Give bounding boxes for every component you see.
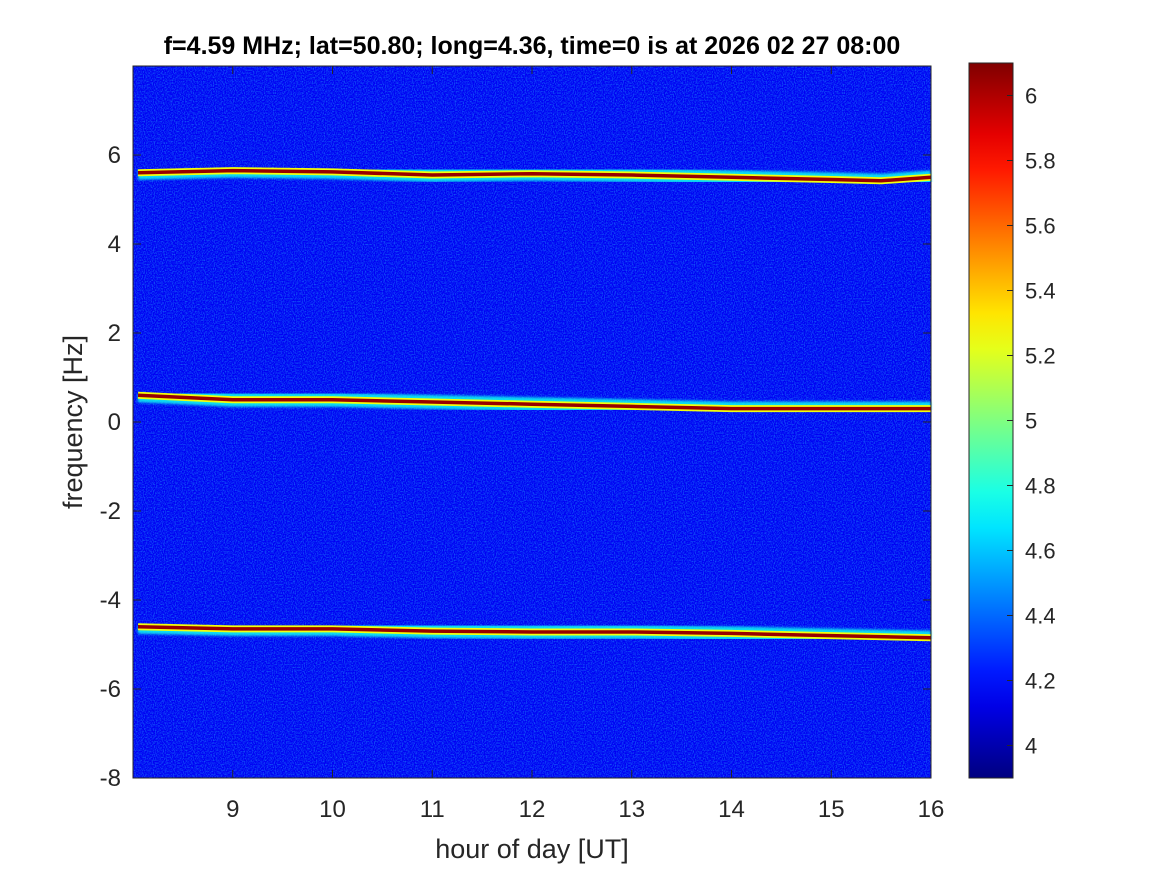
y-tick-label: 6 — [108, 142, 121, 169]
x-tick-label: 10 — [319, 796, 346, 823]
trace-2-core — [137, 393, 931, 411]
colorbar-tick-label: 5.2 — [1025, 344, 1056, 369]
x-tick-label: 16 — [918, 796, 945, 823]
y-tick-label: -8 — [100, 765, 121, 792]
colorbar: 4 4.2 4.4 4.6 4.8 5 5.2 5.4 5.6 5.8 6 — [968, 62, 1056, 779]
colorbar-gradient — [968, 62, 1014, 779]
colorbar-tick-label: 5.8 — [1025, 149, 1056, 174]
y-tick-label: -6 — [100, 676, 121, 703]
x-axis-label: hour of day [UT] — [435, 834, 629, 864]
traces-layer — [137, 163, 932, 645]
y-tick-label: -2 — [100, 498, 121, 525]
x-tick-label: 11 — [420, 796, 445, 823]
colorbar-tick-label: 6 — [1025, 84, 1037, 109]
trace-1-core — [137, 168, 932, 183]
axes-layer: 9 10 11 12 13 14 15 16 -8 -6 -4 -2 0 2 4 6 — [100, 65, 945, 823]
x-tick-label: 15 — [818, 796, 845, 823]
colorbar-tick-label: 5.4 — [1025, 279, 1056, 304]
colorbar-tick-label: 4.6 — [1025, 539, 1056, 564]
x-tick-label: 9 — [226, 796, 239, 823]
y-tick-label: -4 — [100, 587, 121, 614]
colorbar-tick-label: 5.6 — [1025, 214, 1056, 239]
x-tick-label: 13 — [618, 796, 645, 823]
colorbar-tick-label: 4.8 — [1025, 474, 1056, 499]
colorbar-tick-label: 4 — [1025, 734, 1037, 759]
x-tick-label: 12 — [519, 796, 546, 823]
y-axis-label: frequency [Hz] — [58, 335, 88, 509]
trace-3-core — [137, 624, 932, 640]
colorbar-tick-label: 5 — [1025, 409, 1037, 434]
chart-title: f=4.59 MHz; lat=50.80; long=4.36, time=0… — [164, 32, 901, 60]
y-tick-label: 0 — [108, 409, 121, 436]
x-tick-label: 14 — [718, 796, 745, 823]
colorbar-tick-label: 4.2 — [1025, 669, 1056, 694]
colorbar-tick-label: 4.4 — [1025, 604, 1056, 629]
y-tick-label: 4 — [108, 231, 121, 258]
y-tick-label: 2 — [108, 320, 121, 347]
